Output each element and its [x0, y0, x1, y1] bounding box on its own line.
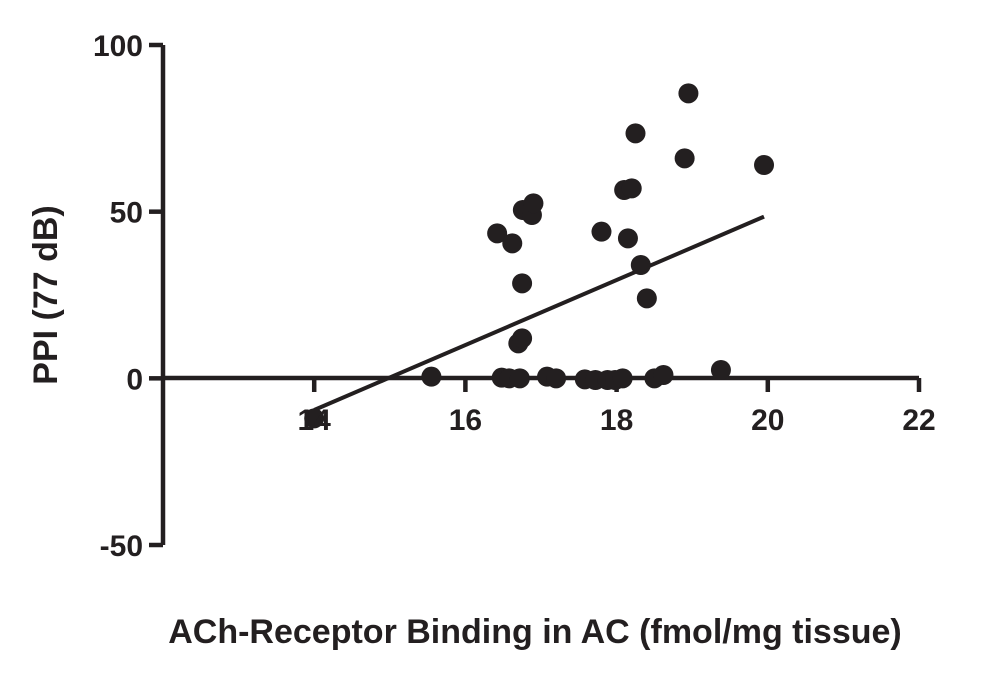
regression-line — [313, 214, 765, 412]
data-point — [512, 328, 533, 349]
x-tick-label: 20 — [751, 404, 784, 437]
data-point — [502, 233, 523, 254]
data-point — [710, 360, 731, 380]
regression-line-group — [313, 214, 765, 412]
data-point — [612, 368, 633, 389]
y-tick-label: 0 — [126, 363, 143, 396]
data-point — [523, 193, 544, 214]
data-point — [304, 408, 325, 429]
x-axis-title: ACh-Receptor Binding in AC (fmol/mg tiss… — [168, 613, 902, 651]
data-point — [630, 255, 651, 275]
data-point — [678, 83, 699, 104]
y-axis-tick-labels: -50 0 50 100 — [93, 30, 143, 563]
data-point — [421, 366, 442, 387]
data-point — [674, 148, 695, 169]
data-point — [754, 155, 775, 175]
y-tick-label: -50 — [100, 530, 143, 563]
data-point — [653, 365, 674, 385]
x-tick-label: 18 — [600, 404, 633, 437]
data-point — [625, 123, 646, 144]
data-points — [304, 83, 775, 429]
y-tick-label: 50 — [110, 197, 143, 230]
data-point — [617, 228, 638, 249]
data-point — [621, 178, 642, 199]
data-point — [509, 368, 530, 389]
x-axis-tick-labels: 14 16 18 20 22 — [298, 404, 936, 437]
x-tick-label: 16 — [449, 404, 482, 437]
data-point — [512, 273, 533, 294]
data-point — [487, 223, 508, 244]
data-point — [546, 368, 567, 389]
axes — [149, 42, 922, 548]
x-tick-label: 22 — [902, 404, 935, 437]
data-point — [591, 221, 612, 242]
y-axis-title: PPI (77 dB) — [27, 205, 65, 384]
data-point — [636, 288, 657, 309]
x-tick-label: 14 — [298, 404, 332, 437]
y-tick-label: 100 — [93, 30, 143, 63]
